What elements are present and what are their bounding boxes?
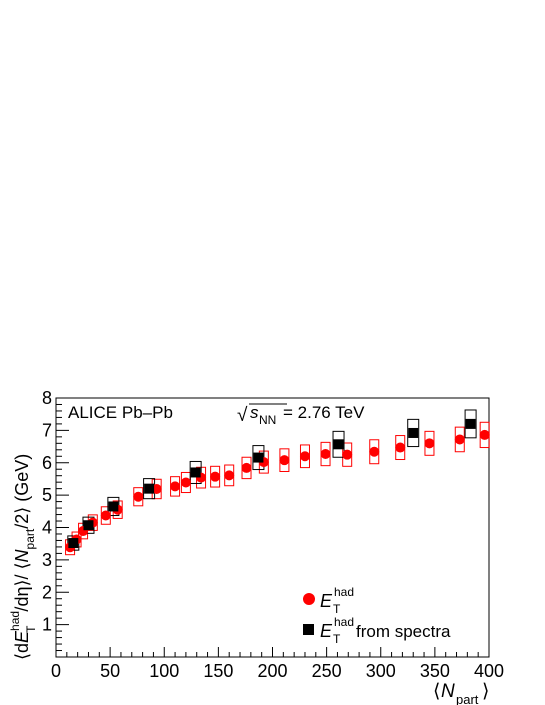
y-tick-label: 1 xyxy=(42,615,52,635)
x-tick-labels: 0 50 100 150 200 250 300 350 400 xyxy=(51,661,504,681)
legend-marker-circle xyxy=(303,593,315,605)
legend-marker-square xyxy=(303,624,314,635)
data-point-series-1 xyxy=(424,438,435,449)
x-tick-label: 200 xyxy=(257,661,287,681)
y-tick-label: 8 xyxy=(42,388,52,408)
y-axis-N: N xyxy=(12,548,32,562)
legend-2-superscript: had xyxy=(334,615,354,629)
data-point-series-1 xyxy=(395,442,406,453)
data-point-series-1 xyxy=(299,451,310,462)
legend-2-subscript: T xyxy=(333,632,341,646)
data-point-series-1 xyxy=(279,455,290,466)
data-point-series-1 xyxy=(342,449,353,460)
legend-1-E: E xyxy=(320,591,333,611)
syst-box-series-2 xyxy=(332,430,345,458)
data-point-series-1 xyxy=(241,462,252,473)
legend-2-E: E xyxy=(320,621,333,641)
data-point-series-2 xyxy=(108,501,119,512)
legend-1-subscript: T xyxy=(333,602,341,616)
x-tick-label: 400 xyxy=(474,661,504,681)
data-point-series-2 xyxy=(68,538,79,549)
x-tick-label: 100 xyxy=(149,661,179,681)
y-axis-part2: /dη⟩/ ⟨ xyxy=(12,562,32,611)
y-tick-label: 7 xyxy=(42,420,52,440)
y-tick-labels: 1 2 3 4 5 6 7 8 xyxy=(42,388,52,635)
annotation-energy: = 2.76 TeV xyxy=(283,403,365,422)
y-axis-E: E xyxy=(12,630,32,643)
data-point-series-2 xyxy=(408,427,419,438)
y-axis-part3: /2⟩ (GeV) xyxy=(12,454,32,529)
sqrt-symbol: √ xyxy=(237,405,248,426)
y-axis-part1: ⟨d xyxy=(12,643,32,660)
x-axis-close-bracket: ⟩ xyxy=(482,681,489,702)
y-axis-title-text: ⟨dEhad T/dη⟩/ ⟨Npart/2⟩ (GeV) xyxy=(8,454,38,660)
x-axis-variable: N xyxy=(441,681,455,702)
y-tick-label: 3 xyxy=(42,550,52,570)
x-tick-label: 350 xyxy=(420,661,450,681)
data-point-series-1 xyxy=(454,434,465,445)
annotation-s: s xyxy=(250,403,259,422)
data-point-series-1 xyxy=(100,510,111,521)
legend-2-suffix: from spectra xyxy=(356,622,451,641)
y-tick-label: 2 xyxy=(42,582,52,602)
data-point-series-1 xyxy=(170,481,181,492)
y-tick-label: 6 xyxy=(42,453,52,473)
syst-box-series-2 xyxy=(464,409,477,439)
x-axis-open-bracket: ⟨ xyxy=(433,681,440,702)
x-tick-label: 300 xyxy=(366,661,396,681)
data-point-series-1 xyxy=(369,446,380,457)
data-point-series-1 xyxy=(133,491,144,502)
x-tick-label: 150 xyxy=(203,661,233,681)
y-axis-title: ⟨dEhad T/dη⟩/ ⟨Npart/2⟩ (GeV) xyxy=(8,454,38,660)
x-axis-title: ⟨ N part ⟩ xyxy=(433,681,489,705)
y-axis-subscript: T xyxy=(24,625,38,633)
x-axis-subscript: part xyxy=(456,692,479,705)
x-tick-label: 50 xyxy=(100,661,120,681)
y-tick-label: 5 xyxy=(42,485,52,505)
plot-frame xyxy=(55,397,490,658)
legend-1-superscript: had xyxy=(334,585,354,599)
annotation-s-subscript: NN xyxy=(259,413,276,427)
data-point-series-1 xyxy=(320,449,331,460)
data-point-series-1 xyxy=(151,483,162,494)
x-tick-label: 0 xyxy=(51,661,61,681)
data-point-series-1 xyxy=(479,429,490,440)
data-point-series-2 xyxy=(144,483,155,494)
plot-frame-rect xyxy=(55,397,490,658)
axis-ticks xyxy=(55,397,490,658)
data-point-series-2 xyxy=(465,418,476,429)
syst-box-series-2 xyxy=(407,418,420,448)
data-point-series-2 xyxy=(190,467,201,478)
data-point-series-1 xyxy=(210,471,221,482)
syst-box-series-2 xyxy=(189,460,202,484)
data-point-series-1 xyxy=(224,470,235,481)
legend: E had T E had T from spectra xyxy=(303,585,451,646)
data-point-series-2 xyxy=(333,439,344,450)
chart-annotation: ALICE Pb–Pb xyxy=(68,403,173,422)
data-point-series-2 xyxy=(253,452,264,463)
y-axis-superscript: had xyxy=(8,611,22,631)
y-axis-N-subscript: part xyxy=(23,528,37,549)
annotation-prefix: ALICE Pb–Pb xyxy=(68,403,173,422)
data-point-series-2 xyxy=(83,520,94,531)
data-markers xyxy=(65,418,490,553)
y-tick-label: 4 xyxy=(42,518,52,538)
data-point-series-1 xyxy=(180,477,191,488)
x-tick-label: 250 xyxy=(312,661,342,681)
systematic-boxes xyxy=(65,409,490,556)
